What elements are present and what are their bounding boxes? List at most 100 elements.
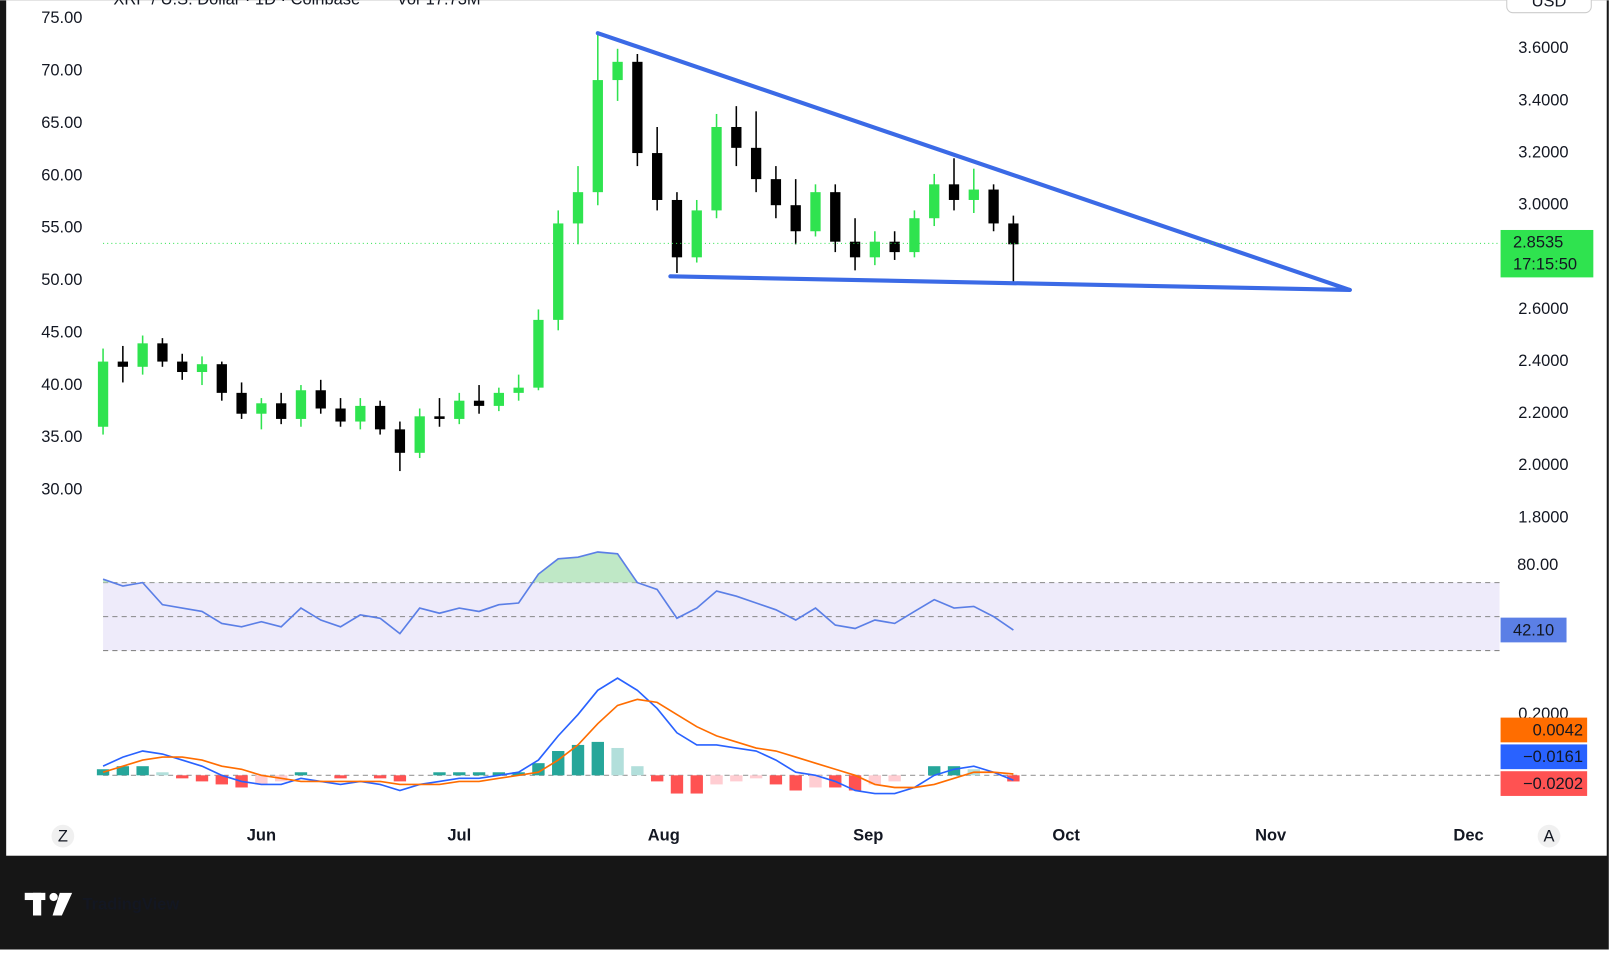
macd-histogram-bar <box>393 775 407 782</box>
candle-body <box>513 387 524 393</box>
x-tick-label: Oct <box>1052 826 1080 844</box>
currency-label: USD <box>1532 0 1567 11</box>
candle-body <box>968 189 979 200</box>
logo-stem <box>32 892 42 916</box>
macd-histogram-bar <box>176 775 189 779</box>
candle-body <box>157 343 168 362</box>
macd-histogram-bar <box>769 775 783 785</box>
price-tick-label: 2.0000 <box>1518 456 1568 474</box>
candle-body <box>493 392 505 406</box>
rsi-value-badge <box>1500 617 1567 643</box>
macd-histogram-bar <box>373 775 387 779</box>
macd-histogram-bar <box>809 775 822 788</box>
brand-logo <box>24 892 73 916</box>
macd-histogram-bar <box>294 772 308 776</box>
auto-button-label: A <box>1544 828 1555 846</box>
price-tick-label: 2.4000 <box>1518 352 1568 370</box>
x-tick-label: Sep <box>853 826 883 844</box>
candle-body <box>948 184 960 200</box>
left-tick-label: 40.00 <box>41 376 82 394</box>
macd-histogram-bar <box>195 775 209 782</box>
candle-body <box>137 343 148 367</box>
macd-histogram-bar <box>512 772 525 776</box>
candle-body <box>869 241 881 258</box>
left-tick-label: 60.00 <box>41 166 82 184</box>
macd-value-label: −0.0161 <box>1523 748 1583 766</box>
left-tick-label: 30.00 <box>41 481 82 499</box>
left-tick-label: 35.00 <box>41 428 82 446</box>
price-tick-label: 3.0000 <box>1518 196 1568 214</box>
logo-slash <box>52 892 73 916</box>
volume-value: 17.73M <box>426 0 481 9</box>
macd-histogram-bar <box>789 775 802 791</box>
candle-body <box>434 416 445 419</box>
macd-histogram-bar <box>710 775 723 785</box>
macd-histogram-bar <box>96 769 110 776</box>
candle-body <box>394 429 406 453</box>
candle-body <box>374 405 386 430</box>
candle-body <box>196 364 208 373</box>
brand-name: TradingView <box>82 896 179 914</box>
macd-histogram-bar <box>888 775 901 782</box>
macd-histogram-bar <box>631 766 644 776</box>
macd-histogram-bar <box>730 775 743 782</box>
left-tick-label: 65.00 <box>41 114 82 132</box>
left-tick-label: 45.00 <box>41 323 82 341</box>
chart-area <box>6 0 1607 856</box>
candle-body <box>216 364 227 393</box>
volume-label: Vol <box>397 0 420 9</box>
candle-body <box>315 390 326 409</box>
candle-body <box>473 400 485 406</box>
candle-body <box>117 361 129 367</box>
macd-histogram-bar <box>928 766 941 776</box>
candle-body <box>671 199 683 258</box>
price-tick-label: 2.6000 <box>1518 300 1568 318</box>
candle-body <box>553 223 564 320</box>
x-tick-label: Nov <box>1255 826 1287 844</box>
left-tick-label: 50.00 <box>41 271 82 289</box>
price-tick-label: 3.4000 <box>1518 91 1568 109</box>
x-tick-label: Dec <box>1453 826 1483 844</box>
candle-body <box>295 390 307 419</box>
macd-line <box>102 698 1014 789</box>
candle-body <box>810 192 821 232</box>
candle-body <box>612 61 623 81</box>
x-tick-label: Jun <box>247 826 276 844</box>
z-button[interactable] <box>51 824 75 848</box>
candle-body <box>830 192 841 242</box>
candle-body <box>988 189 999 224</box>
macd-histogram-bar <box>947 766 961 776</box>
candle-body <box>256 403 267 414</box>
x-tick-label: Jul <box>447 826 471 844</box>
macd-histogram-bar <box>611 747 624 776</box>
currency-button[interactable] <box>1506 0 1592 14</box>
logo-dot <box>49 892 58 902</box>
candle-body <box>691 210 702 258</box>
macd-histogram-bar <box>571 744 585 776</box>
candle-body <box>652 153 663 200</box>
macd-histogram-bar <box>1007 775 1020 782</box>
candle-body <box>236 392 247 414</box>
macd-histogram-bar <box>591 741 604 776</box>
macd-histogram-bar <box>334 775 347 779</box>
rsi-overbought-fill <box>103 551 1014 583</box>
macd-value-badge <box>1500 744 1588 770</box>
trendline <box>595 31 1352 292</box>
macd-histogram-bar <box>492 772 506 776</box>
macd-histogram-bar <box>453 772 466 776</box>
candle-body <box>909 218 920 253</box>
auto-button[interactable] <box>1537 824 1561 848</box>
macd-histogram-bar <box>749 775 763 779</box>
rsi-line <box>102 551 1014 635</box>
candle-body <box>355 405 366 422</box>
macd-histogram-bar <box>136 766 149 776</box>
x-tick-label: Aug <box>648 826 680 844</box>
left-tick-label: 55.00 <box>41 219 82 237</box>
candle-body <box>335 408 346 422</box>
candle-body <box>790 205 801 232</box>
macd-histogram-bar <box>156 772 169 776</box>
left-tick-label: 75.00 <box>41 9 82 27</box>
candle-body <box>632 61 643 154</box>
macd-histogram-bar <box>670 775 684 794</box>
